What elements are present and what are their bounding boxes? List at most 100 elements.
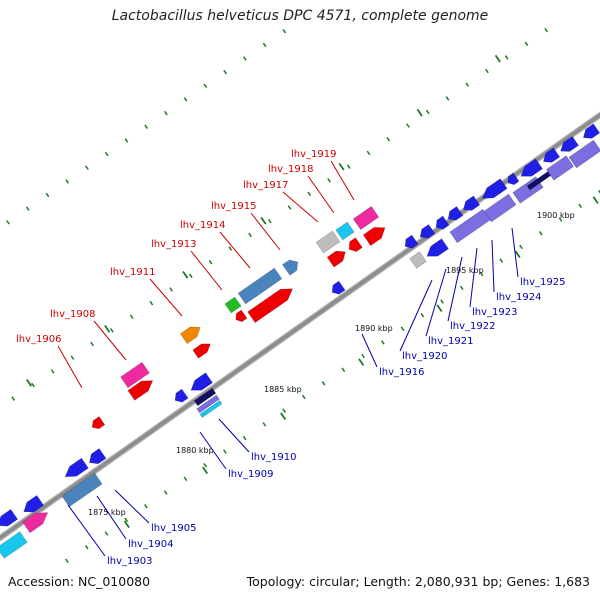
gene-label-reverse[interactable]: lhv_1903 bbox=[107, 556, 152, 567]
inner-tick-rail bbox=[479, 271, 484, 277]
gene-lhv-1911-orange[interactable] bbox=[179, 326, 201, 345]
gene-reverse-blue[interactable] bbox=[435, 215, 450, 230]
outer-tick-rail bbox=[524, 41, 529, 46]
gene-lhv-1908-pink[interactable] bbox=[120, 361, 150, 389]
gene-reverse-purple[interactable] bbox=[568, 139, 600, 169]
gene-reverse-blue[interactable] bbox=[404, 234, 419, 249]
outer-tick-rail bbox=[70, 355, 75, 360]
outer-tick-rail bbox=[445, 96, 450, 101]
outer-tick-rail bbox=[188, 273, 193, 279]
gene-label-forward[interactable]: lhv_1918 bbox=[268, 164, 313, 175]
outer-major-tick bbox=[416, 108, 423, 117]
gene-reverse-purple[interactable] bbox=[545, 155, 575, 181]
gene-forward-steel[interactable] bbox=[282, 259, 299, 276]
gene-forward-red[interactable] bbox=[326, 250, 346, 268]
gene-lhv-1916-blue[interactable] bbox=[331, 280, 346, 295]
gene-lhv-1915-steel[interactable] bbox=[237, 267, 283, 305]
inner-tick-rail bbox=[361, 353, 365, 359]
gene-lhv-1921-blue[interactable] bbox=[426, 238, 449, 257]
gene-lhv-1903-cyan[interactable] bbox=[0, 531, 28, 559]
gene-forward-red[interactable] bbox=[235, 309, 248, 323]
gene-reverse-blue[interactable] bbox=[520, 158, 543, 177]
tick-label: 1885 kbp bbox=[264, 385, 302, 394]
inner-tick-rail bbox=[84, 544, 89, 550]
gene-lhv-1910-navy[interactable] bbox=[193, 387, 217, 407]
gene-label-reverse[interactable]: lhv_1904 bbox=[128, 539, 173, 550]
gene-label-forward[interactable]: lhv_1908 bbox=[50, 309, 95, 320]
gene-reverse-blue[interactable] bbox=[560, 135, 579, 152]
gene-label-reverse[interactable]: lhv_1924 bbox=[496, 292, 541, 303]
leader-line bbox=[199, 431, 227, 470]
outer-tick-rail bbox=[406, 123, 410, 128]
gene-label-reverse[interactable]: lhv_1925 bbox=[520, 277, 565, 288]
gene-forward-red[interactable] bbox=[192, 343, 211, 359]
inner-tick-rail bbox=[499, 258, 504, 263]
inner-tick-rail bbox=[400, 326, 405, 332]
leader-line bbox=[399, 279, 433, 352]
gene-label-forward[interactable]: lhv_1919 bbox=[291, 149, 336, 160]
gene-reverse-blue[interactable] bbox=[583, 123, 600, 139]
outer-tick-rail bbox=[287, 205, 292, 210]
far-tick-rail bbox=[183, 97, 188, 102]
gene-label-reverse[interactable]: lhv_1916 bbox=[379, 367, 424, 378]
gene-reverse-blue[interactable] bbox=[463, 195, 481, 211]
gene-lhv-1906-red[interactable] bbox=[91, 416, 106, 430]
gene-label-reverse[interactable]: lhv_1921 bbox=[428, 336, 473, 347]
gene-label-reverse[interactable]: lhv_1909 bbox=[228, 469, 273, 480]
outer-tick-rail bbox=[267, 218, 272, 224]
gene-forward-red[interactable] bbox=[127, 380, 154, 401]
gene-lhv-1913-red[interactable] bbox=[247, 288, 294, 324]
gene-label-reverse[interactable]: lhv_1905 bbox=[151, 523, 196, 534]
outer-major-tick bbox=[338, 162, 345, 171]
gene-label-reverse[interactable]: lhv_1923 bbox=[472, 307, 517, 318]
gene-lhv-1905-steel[interactable] bbox=[61, 472, 103, 508]
gene-lhv-1909-blue[interactable] bbox=[190, 372, 213, 391]
gene-reverse-blue[interactable] bbox=[507, 172, 520, 186]
gene-forward-red[interactable] bbox=[348, 237, 363, 252]
gene-reverse-blue[interactable] bbox=[419, 224, 436, 239]
far-tick-rail bbox=[223, 69, 227, 75]
gene-reverse-blue[interactable] bbox=[481, 178, 508, 199]
gene-label-forward[interactable]: lhv_1917 bbox=[243, 180, 288, 191]
gene-lhv-1914-green[interactable] bbox=[224, 296, 242, 314]
gene-label-forward[interactable]: lhv_1915 bbox=[211, 201, 256, 212]
outer-tick-rail bbox=[31, 382, 35, 388]
gene-reverse-blue[interactable] bbox=[447, 206, 464, 221]
gene-label-forward[interactable]: lhv_1913 bbox=[151, 239, 196, 250]
gene-lhv-1922-purple[interactable] bbox=[449, 208, 491, 244]
gene-reverse-blue[interactable] bbox=[89, 448, 107, 465]
gene-lhv-1917-gray[interactable] bbox=[315, 230, 341, 254]
gene-forward-pink[interactable] bbox=[22, 512, 49, 534]
gene-lhv-1919-pink[interactable] bbox=[352, 205, 380, 231]
gene-label-forward[interactable]: lhv_1914 bbox=[180, 220, 225, 231]
gene-lhv-1910-cyan[interactable] bbox=[199, 400, 223, 418]
gene-reverse-blue[interactable] bbox=[0, 508, 19, 527]
leader-line bbox=[190, 250, 223, 291]
gene-forward-red[interactable] bbox=[362, 227, 386, 247]
gene-lhv-1923-purple[interactable] bbox=[483, 193, 517, 223]
gene-reverse-blue[interactable] bbox=[543, 147, 561, 163]
outer-tick-rail bbox=[465, 82, 470, 87]
leader-line bbox=[114, 489, 150, 524]
gene-lhv-1920-gray[interactable] bbox=[409, 251, 427, 269]
outer-major-tick bbox=[494, 54, 501, 63]
gene-lhv-1918-cyan[interactable] bbox=[335, 221, 355, 241]
map-title: Lactobacillus helveticus DPC 4571, compl… bbox=[111, 8, 489, 24]
gene-label-forward[interactable]: lhv_1911 bbox=[110, 267, 155, 278]
leader-line bbox=[282, 191, 319, 223]
gene-reverse-blue[interactable] bbox=[23, 494, 45, 513]
gene-lhv-1910-purple[interactable] bbox=[196, 394, 220, 414]
gene-label-reverse[interactable]: lhv_1920 bbox=[402, 351, 447, 362]
inner-tick-rail bbox=[223, 449, 227, 454]
gene-reverse-blue[interactable] bbox=[174, 388, 189, 403]
gene-lhv-1904-blue[interactable] bbox=[64, 457, 89, 478]
leader-line bbox=[511, 227, 519, 278]
gene-label-reverse[interactable]: lhv_1922 bbox=[450, 321, 495, 332]
far-tick-rail bbox=[124, 138, 129, 143]
inner-major-tick bbox=[514, 250, 521, 258]
gene-label-forward[interactable]: lhv_1906 bbox=[16, 334, 61, 345]
gene-label-reverse[interactable]: lhv_1910 bbox=[251, 452, 296, 463]
far-tick-rail bbox=[203, 83, 208, 89]
leader-line bbox=[218, 418, 250, 453]
